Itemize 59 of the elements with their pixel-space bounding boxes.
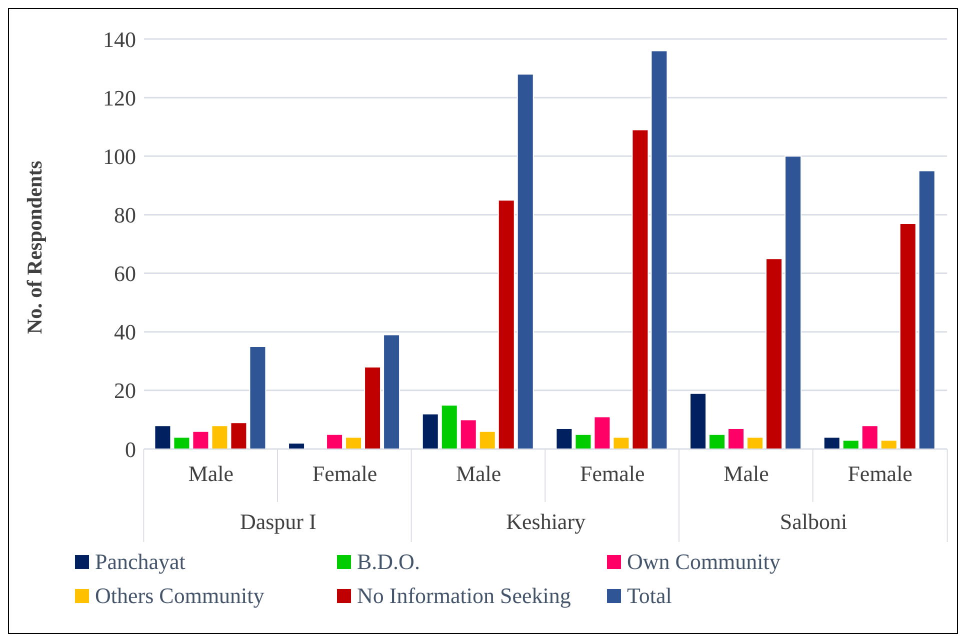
bar (498, 200, 515, 449)
x-tick-label: Male (188, 461, 234, 486)
bar (516, 74, 534, 449)
bar (728, 428, 745, 449)
y-tick-label: 120 (103, 85, 136, 110)
bar (594, 416, 611, 449)
bar (690, 392, 707, 449)
bar (364, 366, 382, 449)
bar (192, 430, 210, 449)
y-tick-label: 60 (114, 261, 136, 286)
bar (460, 419, 477, 449)
x-tick-label: Female (848, 461, 912, 486)
bar (746, 436, 764, 449)
y-tick-label: 100 (103, 144, 136, 169)
bar (211, 425, 228, 449)
bar (861, 425, 878, 449)
bar (154, 425, 172, 449)
legend-label: Own Community (626, 549, 782, 575)
y-axis-title: No. of Respondents (22, 160, 46, 334)
legend-label: Others Community (94, 583, 266, 609)
bar (612, 436, 630, 449)
bar (326, 434, 344, 449)
bar (230, 422, 248, 449)
bar (918, 170, 936, 449)
bar (288, 442, 306, 449)
bar (823, 436, 840, 449)
text: Salboni (780, 509, 848, 534)
bar (173, 436, 190, 449)
bar (842, 440, 860, 449)
legend-label: Total (626, 583, 673, 609)
y-tick-label: 140 (103, 26, 136, 52)
bar (249, 346, 266, 449)
y-tick-label: 40 (114, 320, 136, 345)
x-tick-label: Male (456, 461, 502, 486)
x-tick-label: Female (312, 461, 378, 486)
y-tick-label: 20 (114, 378, 136, 404)
text: Daspur I (240, 509, 316, 534)
bar (478, 430, 496, 449)
bar (574, 434, 592, 449)
bar (708, 434, 726, 449)
y-tick-label: 0 (125, 436, 136, 462)
bar (556, 428, 573, 449)
x-tick-label: Female (580, 461, 645, 486)
legend-label: B.D.O. (356, 549, 421, 575)
bar (345, 436, 362, 449)
bar (632, 129, 649, 449)
bar (383, 334, 400, 449)
bar (440, 404, 458, 449)
bar (650, 50, 668, 449)
bar (766, 258, 783, 449)
text: Keshiary (506, 509, 586, 534)
bar (899, 223, 916, 449)
bar (422, 413, 439, 449)
legend-label: No Information Seeking (356, 583, 572, 609)
legend-label: Panchayat (94, 549, 186, 575)
y-tick-label: 80 (114, 202, 136, 228)
bar (880, 440, 898, 449)
bar (784, 156, 802, 449)
x-tick-label: Male (724, 461, 769, 486)
